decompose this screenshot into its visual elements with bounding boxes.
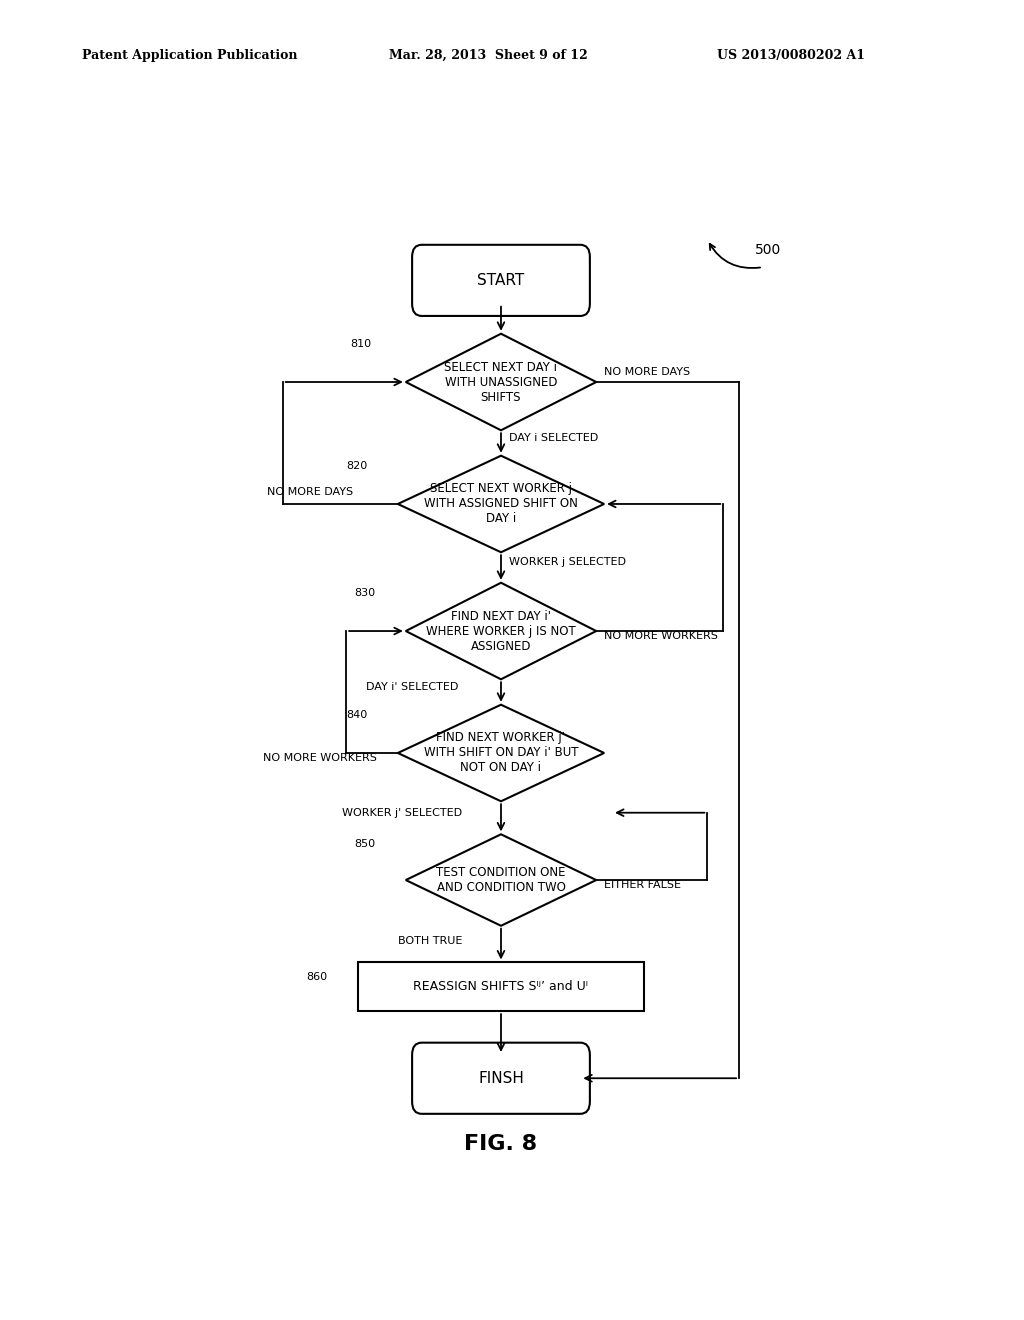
Text: 810: 810 xyxy=(350,339,372,348)
Polygon shape xyxy=(406,334,596,430)
FancyBboxPatch shape xyxy=(412,1043,590,1114)
Text: TEST CONDITION ONE
AND CONDITION TWO: TEST CONDITION ONE AND CONDITION TWO xyxy=(436,866,565,894)
Text: FIG. 8: FIG. 8 xyxy=(465,1134,538,1154)
Text: 820: 820 xyxy=(346,461,368,471)
Bar xyxy=(358,962,644,1011)
Polygon shape xyxy=(397,705,604,801)
Text: 500: 500 xyxy=(755,243,781,257)
Text: EITHER FALSE: EITHER FALSE xyxy=(604,880,681,890)
Text: NO MORE DAYS: NO MORE DAYS xyxy=(604,367,690,376)
FancyBboxPatch shape xyxy=(412,244,590,315)
Text: SELECT NEXT WORKER j
WITH ASSIGNED SHIFT ON
DAY i: SELECT NEXT WORKER j WITH ASSIGNED SHIFT… xyxy=(424,483,578,525)
Text: DAY i SELECTED: DAY i SELECTED xyxy=(509,433,598,444)
Text: US 2013/0080202 A1: US 2013/0080202 A1 xyxy=(717,49,865,62)
Text: 840: 840 xyxy=(346,710,368,719)
Text: Mar. 28, 2013  Sheet 9 of 12: Mar. 28, 2013 Sheet 9 of 12 xyxy=(389,49,588,62)
Text: WORKER j SELECTED: WORKER j SELECTED xyxy=(509,557,626,568)
Text: 850: 850 xyxy=(354,840,376,850)
Text: SELECT NEXT DAY i
WITH UNASSIGNED
SHIFTS: SELECT NEXT DAY i WITH UNASSIGNED SHIFTS xyxy=(444,360,557,404)
Polygon shape xyxy=(406,582,596,680)
Text: NO MORE DAYS: NO MORE DAYS xyxy=(267,487,353,496)
Text: FIND NEXT WORKER j'
WITH SHIFT ON DAY i' BUT
NOT ON DAY i: FIND NEXT WORKER j' WITH SHIFT ON DAY i'… xyxy=(424,731,579,775)
Text: NO MORE WORKERS: NO MORE WORKERS xyxy=(604,631,718,642)
Text: 830: 830 xyxy=(354,587,376,598)
Polygon shape xyxy=(406,834,596,925)
Text: Patent Application Publication: Patent Application Publication xyxy=(82,49,297,62)
Text: FIND NEXT DAY i'
WHERE WORKER j IS NOT
ASSIGNED: FIND NEXT DAY i' WHERE WORKER j IS NOT A… xyxy=(426,610,575,652)
FancyArrowPatch shape xyxy=(710,244,760,268)
Text: DAY i' SELECTED: DAY i' SELECTED xyxy=(366,682,459,692)
Text: BOTH TRUE: BOTH TRUE xyxy=(397,936,462,946)
Text: NO MORE WORKERS: NO MORE WORKERS xyxy=(263,754,377,763)
Polygon shape xyxy=(397,455,604,552)
Text: WORKER j' SELECTED: WORKER j' SELECTED xyxy=(342,808,463,817)
Text: START: START xyxy=(477,273,524,288)
Text: FINSH: FINSH xyxy=(478,1071,524,1086)
Text: REASSIGN SHIFTS Sᴵʲ’ and Uᴵ: REASSIGN SHIFTS Sᴵʲ’ and Uᴵ xyxy=(414,981,589,993)
Text: 860: 860 xyxy=(306,972,328,982)
